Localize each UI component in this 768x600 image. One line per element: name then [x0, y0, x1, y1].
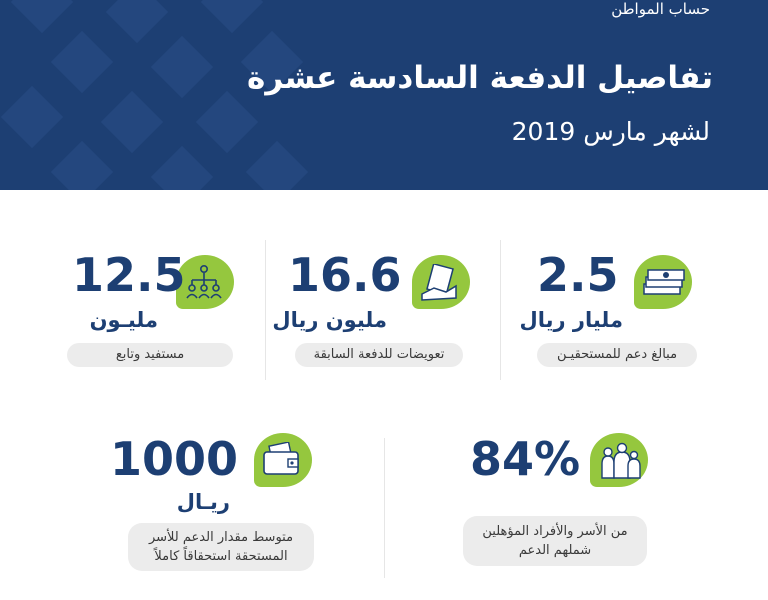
- header-banner: حساب المواطن تفاصيل الدفعة السادسة عشرة …: [0, 0, 768, 190]
- page-subtitle: لشهر مارس 2019: [511, 117, 710, 146]
- stat-label: متوسط مقدار الدعم للأسر المستحقة استحقاق…: [128, 523, 314, 571]
- stat-label: مستفيد وتابع: [67, 343, 233, 367]
- stat-unit: مليون ريال: [272, 308, 387, 332]
- divider: [265, 240, 266, 380]
- stat-unit: مليار ريال: [519, 308, 623, 332]
- stat-label-line: متوسط مقدار الدعم للأسر: [148, 529, 294, 545]
- page-title: تفاصيل الدفعة السادسة عشرة: [247, 60, 713, 96]
- wallet-icon: [250, 433, 314, 489]
- family-icon: [586, 433, 650, 489]
- stat-value: 2.5: [537, 248, 619, 302]
- stat-label-line: شملهم الدعم: [518, 543, 592, 558]
- stat-label: مبالغ دعم للمستحقيـن: [537, 343, 697, 367]
- divider: [500, 240, 501, 380]
- stat-unit: ريـال: [176, 490, 230, 514]
- divider: [384, 438, 385, 578]
- stat-value: 84%: [470, 432, 581, 486]
- stat-unit: مليـون: [89, 308, 158, 332]
- stat-value: 1000: [110, 432, 239, 486]
- stat-value: 12.5: [72, 248, 186, 302]
- stat-label: من الأسر والأفراد المؤهلين شملهم الدعم: [463, 516, 647, 566]
- stat-label: تعويضات للدفعة السابقة: [295, 343, 463, 367]
- people-network-icon: [172, 255, 236, 311]
- hand-cash-icon: [408, 255, 472, 311]
- stat-label-line: المستحقة استحقاقاً كاملاً: [154, 549, 288, 564]
- stat-label-line: من الأسر والأفراد المؤهلين: [482, 523, 628, 539]
- brand-name: حساب المواطن: [611, 0, 710, 18]
- money-stack-icon: [630, 255, 694, 311]
- stat-value: 16.6: [288, 248, 402, 302]
- decorative-pattern: [0, 0, 309, 190]
